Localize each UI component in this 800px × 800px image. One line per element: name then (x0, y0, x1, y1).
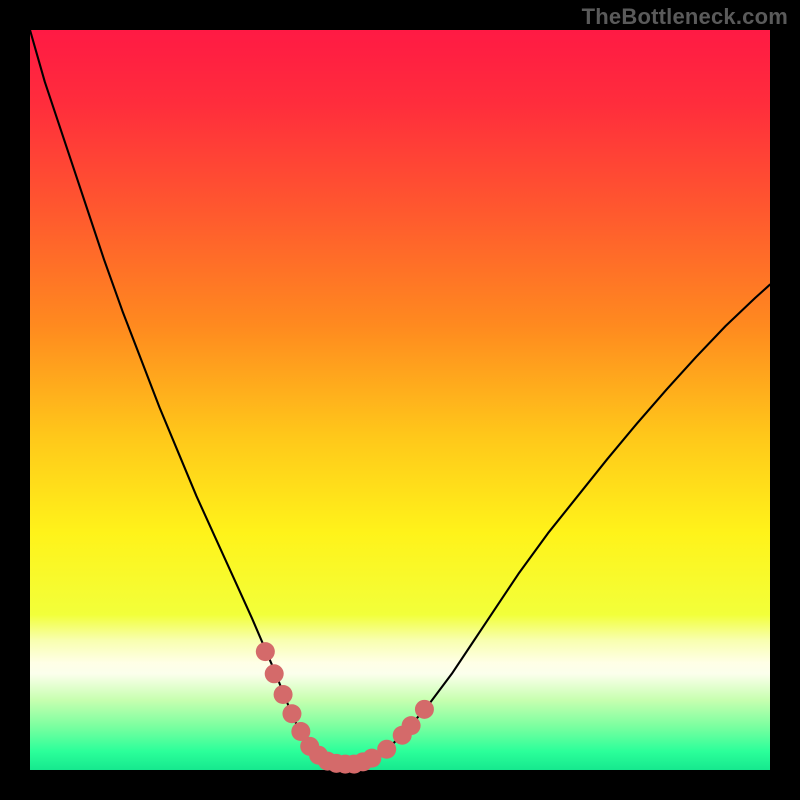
highlight-marker (282, 704, 301, 723)
highlight-marker (402, 716, 421, 735)
highlight-marker (377, 740, 396, 759)
chart-container: TheBottleneck.com (0, 0, 800, 800)
highlight-marker (265, 664, 284, 683)
highlight-marker (256, 642, 275, 661)
plot-area (30, 30, 770, 770)
highlight-marker (415, 700, 434, 719)
chart-svg (0, 0, 800, 800)
watermark-text: TheBottleneck.com (582, 4, 788, 30)
highlight-marker (274, 685, 293, 704)
